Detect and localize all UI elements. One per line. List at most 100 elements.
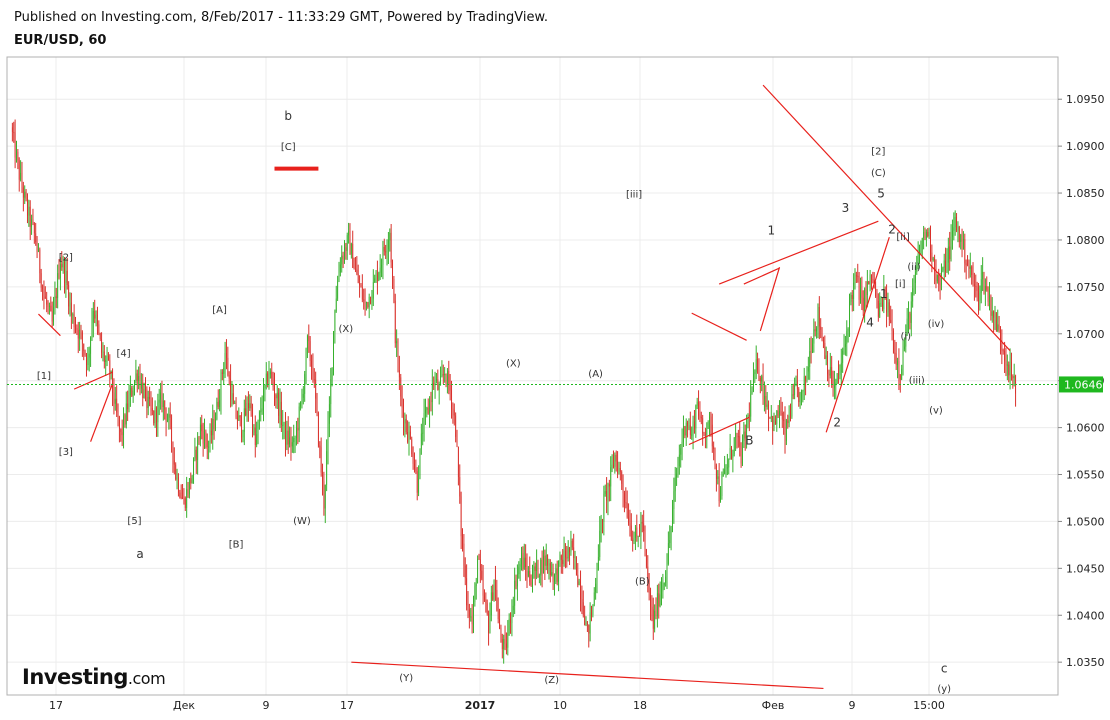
candle-body — [29, 206, 31, 227]
candle-body — [342, 255, 344, 260]
candle-body — [939, 284, 941, 286]
candle-body — [558, 560, 559, 582]
candle-body — [35, 233, 37, 243]
candle-body — [582, 602, 584, 616]
candle-body — [710, 416, 712, 425]
candle-body — [403, 407, 404, 424]
candle-body — [503, 639, 505, 650]
candle-body — [836, 373, 838, 383]
candle-body — [90, 337, 92, 354]
candle-body — [706, 428, 708, 436]
wave-label: (iv) — [928, 319, 945, 330]
candle-body — [812, 343, 813, 353]
candle-body — [359, 282, 360, 286]
candle-body — [901, 368, 903, 380]
candle-body — [383, 246, 385, 252]
candle-body — [180, 497, 182, 499]
candle-body — [655, 610, 657, 617]
wave-label: [5] — [127, 516, 141, 527]
candle-body — [633, 538, 635, 542]
candle-body — [652, 609, 654, 629]
candle-body — [880, 302, 882, 304]
candle-body — [537, 560, 539, 577]
candle-body — [554, 574, 555, 582]
candle-body — [530, 582, 532, 585]
candle-body — [408, 431, 410, 442]
y-tick-label: 1.0900 — [1066, 140, 1105, 153]
candle-body — [663, 582, 665, 586]
candle-body — [725, 468, 727, 470]
wave-label: [2] — [871, 147, 885, 158]
candle-body — [860, 290, 861, 300]
candle-body — [452, 408, 454, 411]
candle-body — [516, 574, 518, 587]
candle-body — [879, 303, 881, 317]
y-tick-label: 1.0500 — [1066, 515, 1105, 528]
candle-body — [606, 491, 608, 501]
candle-body — [742, 440, 743, 464]
candle-body — [855, 275, 857, 277]
candle-body — [588, 624, 590, 634]
candle-body — [1005, 360, 1007, 366]
candle-body — [722, 473, 724, 477]
candle-body — [431, 383, 433, 403]
candle-body — [936, 274, 938, 282]
candle-body — [795, 380, 797, 386]
candle-body — [110, 370, 112, 374]
candle-body — [717, 476, 719, 479]
candle-body — [460, 496, 462, 537]
candle-body — [698, 401, 699, 416]
candle-body — [477, 558, 479, 584]
candle-body — [227, 357, 229, 376]
candle-body — [386, 249, 388, 252]
trendline — [743, 267, 780, 285]
candle-body — [334, 311, 336, 332]
candle-body — [198, 437, 200, 440]
candle-body — [887, 302, 889, 313]
candle-body — [711, 424, 713, 447]
candle-body — [729, 448, 731, 459]
candle-body — [467, 605, 469, 610]
candle-body — [183, 498, 185, 500]
candle-body — [260, 410, 262, 413]
candle-body — [75, 327, 76, 329]
candle-body — [204, 431, 205, 444]
candle-body — [853, 282, 855, 299]
current-price-tag — [1059, 376, 1103, 393]
candle-body — [134, 380, 135, 391]
candle-body — [420, 433, 422, 449]
candle-body — [293, 438, 295, 443]
wave-label: 2 — [888, 222, 896, 236]
y-tick-label: 1.0700 — [1066, 328, 1105, 341]
candle-body — [249, 403, 251, 409]
candle-body — [132, 390, 134, 396]
candle-body — [975, 285, 977, 287]
candle-body — [692, 421, 694, 435]
candle-body — [829, 367, 831, 376]
candle-body — [925, 232, 927, 239]
candle-body — [910, 301, 912, 323]
candle-body — [654, 610, 656, 629]
candle-body — [615, 454, 617, 462]
candle-body — [991, 311, 993, 316]
candle-body — [515, 580, 517, 587]
candle-body — [511, 610, 513, 624]
candle-body — [504, 639, 506, 644]
candle-body — [416, 471, 418, 493]
candle-body — [586, 621, 588, 625]
candle-body — [237, 417, 238, 421]
candle-body — [566, 557, 568, 559]
candle-body — [961, 234, 963, 250]
candle-body — [156, 407, 157, 423]
candle-body — [151, 408, 153, 411]
candle-body — [298, 406, 300, 431]
candle-body — [828, 374, 830, 376]
candle-body — [101, 339, 102, 353]
candle-body — [27, 198, 28, 216]
candle-body — [239, 415, 241, 418]
candle-body — [444, 373, 446, 376]
candle-body — [308, 335, 310, 342]
candle-body — [128, 395, 130, 410]
candle-body — [659, 594, 661, 607]
